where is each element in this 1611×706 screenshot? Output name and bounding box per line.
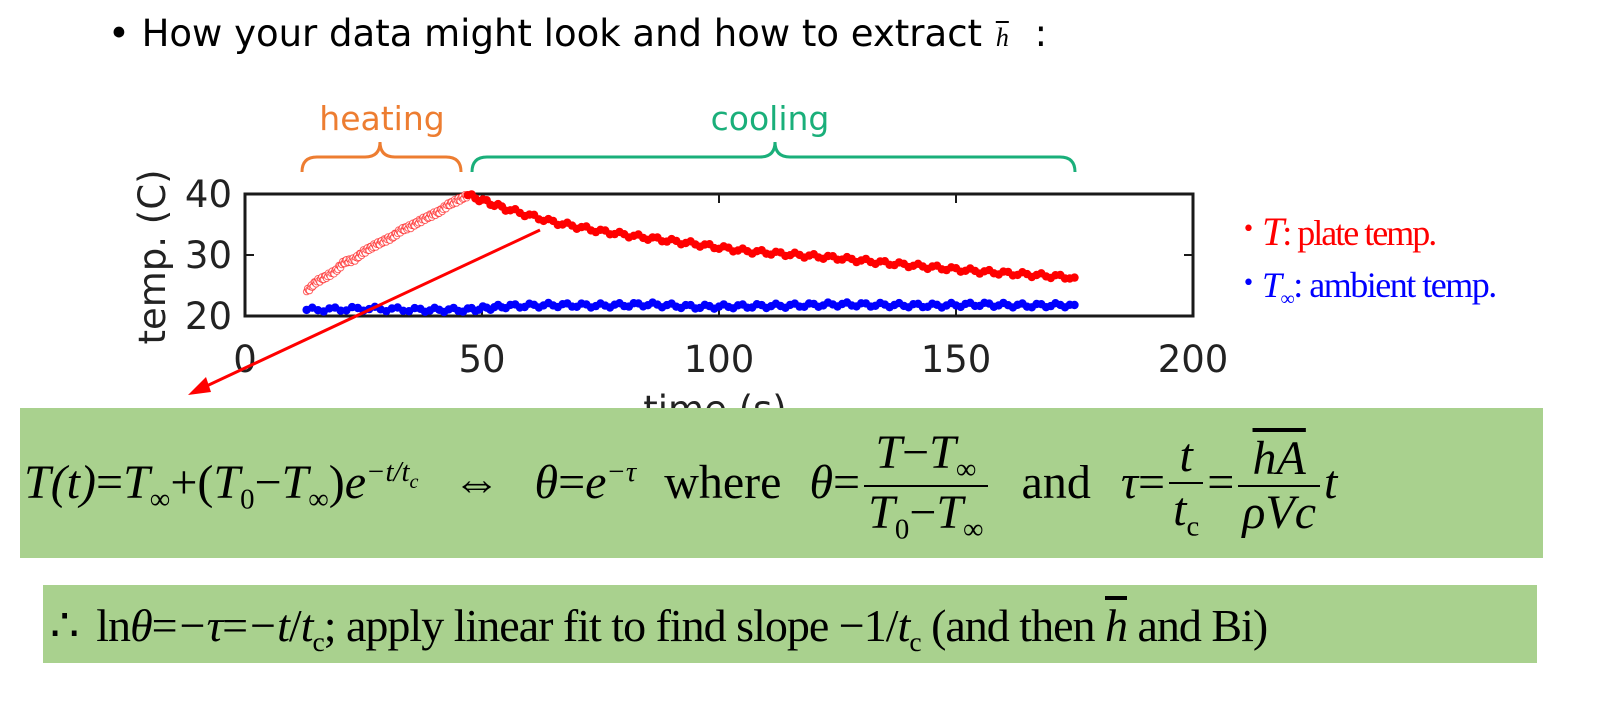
x-tick-label: 0 <box>233 338 257 381</box>
legend: • T: plate temp. • T∞: ambient temp. <box>1242 209 1497 310</box>
arrow-head <box>188 377 211 395</box>
bullet-marker: • <box>108 12 130 55</box>
y-tick-label: 20 <box>185 295 232 338</box>
x-tick-label: 200 <box>1158 338 1229 381</box>
legend-ambient-bullet: • <box>1242 271 1255 296</box>
legend-plate-bullet: • <box>1242 217 1255 242</box>
series-2 <box>302 298 1079 317</box>
series-0 <box>302 191 472 296</box>
bullet-heading: • How your data might look and how to ex… <box>108 12 1047 55</box>
arrow-line <box>197 228 541 392</box>
y-tick-label: 30 <box>185 234 232 277</box>
x-tick-label: 50 <box>458 338 505 381</box>
tau-fraction: t tc <box>1169 430 1204 543</box>
heating-label: heating <box>319 99 444 138</box>
temperature-chart: heating cooling 0 50 100 150 200 20 30 40 temp.… <box>131 99 1497 408</box>
data-point <box>1070 273 1079 282</box>
series-1 <box>463 190 1079 283</box>
equation-box-2 <box>43 585 1537 663</box>
y-tick-label: 40 <box>185 173 232 216</box>
h-fraction: hA ρVc <box>1238 434 1321 539</box>
data-point <box>1070 300 1079 310</box>
bullet-suffix: : <box>1034 12 1048 55</box>
legend-ambient: T∞: ambient temp. <box>1262 265 1496 310</box>
plot-area <box>243 192 1195 318</box>
x-axis-label: time (s) <box>643 388 787 408</box>
bullet-text: How your data might look and how to extr… <box>141 12 983 55</box>
x-tick-label: 100 <box>684 338 755 381</box>
y-axis-label: temp. (C) <box>131 169 174 344</box>
cooling-label: cooling <box>711 99 830 138</box>
equation-2: ∴ lnθ=−τ=−t/tc; apply linear fit to find … <box>50 600 1268 658</box>
x-tick-label: 150 <box>921 338 992 381</box>
heating-brace <box>300 141 463 173</box>
theta-fraction: T−T∞ T0−T∞ <box>864 427 988 546</box>
data-series <box>302 190 1079 317</box>
equation-box-1 <box>20 408 1543 558</box>
equation-1: T(t)=T∞+(T0−T∞)e−t/tc ⇔ θ=e−τ where θ= T−… <box>24 426 1338 546</box>
legend-plate: T: plate temp. <box>1262 209 1435 254</box>
h-bar-symbol: h <box>995 23 1009 52</box>
cooling-brace <box>470 141 1077 173</box>
